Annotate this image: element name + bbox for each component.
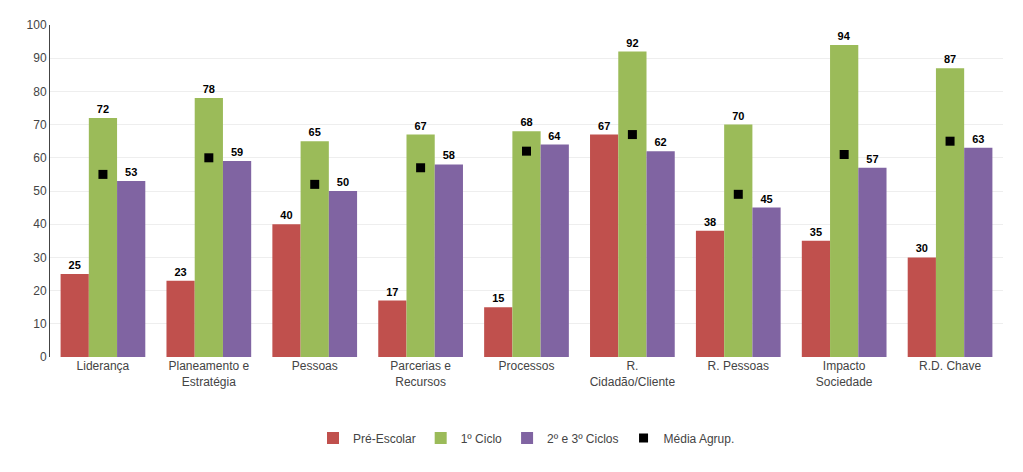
svg-text:Média Agrup.: Média Agrup. <box>664 432 735 446</box>
svg-text:68: 68 <box>520 116 532 128</box>
svg-text:R.Cidadão/Cliente: R.Cidadão/Cliente <box>590 359 676 389</box>
svg-text:23: 23 <box>174 266 186 278</box>
svg-text:30: 30 <box>916 242 928 254</box>
svg-text:65: 65 <box>309 126 321 138</box>
svg-text:Pré-Escolar: Pré-Escolar <box>353 432 416 446</box>
svg-text:70: 70 <box>732 110 744 122</box>
svg-text:R.D. Chave: R.D. Chave <box>919 359 981 373</box>
svg-text:38: 38 <box>704 216 716 228</box>
svg-text:67: 67 <box>598 120 610 132</box>
svg-text:40: 40 <box>33 217 47 231</box>
svg-text:15: 15 <box>492 292 504 304</box>
svg-text:45: 45 <box>760 193 772 205</box>
svg-text:10: 10 <box>33 317 47 331</box>
svg-text:50: 50 <box>33 184 47 198</box>
svg-text:50: 50 <box>337 176 349 188</box>
svg-text:59: 59 <box>231 146 243 158</box>
svg-text:Parcerias eRecursos: Parcerias eRecursos <box>390 359 451 389</box>
svg-text:30: 30 <box>33 251 47 265</box>
svg-text:62: 62 <box>655 136 667 148</box>
svg-text:100: 100 <box>27 18 47 32</box>
svg-text:20: 20 <box>33 284 47 298</box>
svg-text:53: 53 <box>125 166 137 178</box>
svg-text:Pessoas: Pessoas <box>292 359 338 373</box>
svg-text:Planeamento eEstratégia: Planeamento eEstratégia <box>168 359 249 389</box>
svg-text:0: 0 <box>40 350 47 364</box>
svg-text:R. Pessoas: R. Pessoas <box>708 359 769 373</box>
svg-text:80: 80 <box>33 85 47 99</box>
svg-text:92: 92 <box>626 37 638 49</box>
svg-text:17: 17 <box>386 286 398 298</box>
svg-text:94: 94 <box>838 30 851 42</box>
svg-text:67: 67 <box>414 120 426 132</box>
svg-text:58: 58 <box>443 149 455 161</box>
svg-text:Processos: Processos <box>498 359 554 373</box>
svg-text:57: 57 <box>866 153 878 165</box>
svg-text:78: 78 <box>203 83 215 95</box>
svg-text:Liderança: Liderança <box>77 359 130 373</box>
svg-text:72: 72 <box>97 103 109 115</box>
svg-text:1º Ciclo: 1º Ciclo <box>461 432 502 446</box>
svg-text:25: 25 <box>69 259 81 271</box>
svg-text:70: 70 <box>33 118 47 132</box>
svg-text:ImpactoSociedade: ImpactoSociedade <box>816 359 873 389</box>
svg-text:40: 40 <box>280 209 292 221</box>
svg-text:64: 64 <box>548 130 561 142</box>
svg-text:35: 35 <box>810 226 822 238</box>
svg-text:63: 63 <box>972 133 984 145</box>
svg-text:2º e 3º Ciclos: 2º e 3º Ciclos <box>547 432 618 446</box>
svg-text:60: 60 <box>33 151 47 165</box>
svg-text:87: 87 <box>944 53 956 65</box>
svg-text:90: 90 <box>33 51 47 65</box>
